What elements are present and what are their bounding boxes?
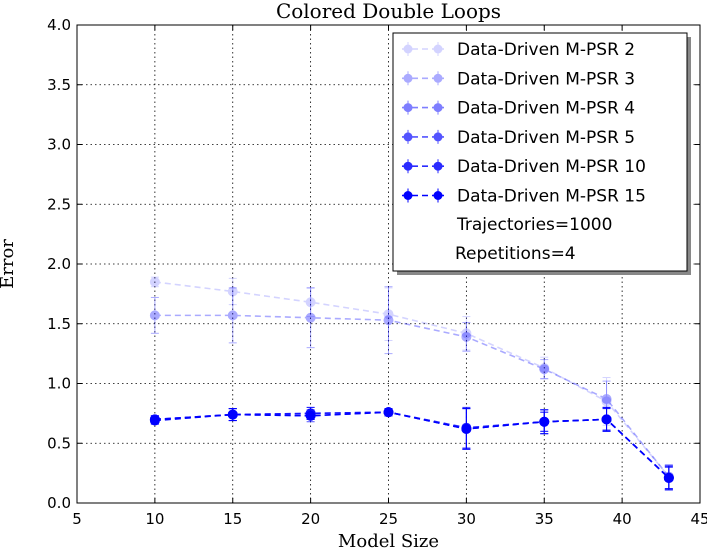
data-point (383, 315, 394, 326)
legend-label: Data-Driven M-PSR 15 (457, 187, 646, 207)
data-point (461, 331, 472, 342)
y-tick-label: 4.0 (47, 16, 71, 34)
x-tick-label: 45 (690, 510, 707, 528)
x-tick-label: 10 (145, 510, 164, 528)
y-tick-label: 3.5 (47, 76, 71, 94)
data-point (601, 396, 612, 407)
data-point (149, 310, 160, 321)
legend-label: Data-Driven M-PSR 10 (457, 157, 646, 177)
series-2 (149, 286, 674, 490)
y-tick-label: 2.5 (47, 195, 71, 213)
legend-marker (403, 191, 413, 200)
y-tick-label: 0.5 (47, 434, 71, 452)
data-point (227, 286, 238, 297)
series-layer (149, 276, 674, 491)
legend-marker (403, 73, 413, 83)
legend-annotation: Trajectories=1000 (456, 215, 612, 235)
legend-marker (403, 103, 413, 113)
legend-label: Data-Driven M-PSR 4 (457, 99, 635, 119)
legend-marker (433, 103, 443, 113)
chart-title: Colored Double Loops (276, 0, 501, 23)
legend-marker (433, 73, 443, 83)
legend-swatch (402, 42, 444, 56)
legend-label: Data-Driven M-PSR 2 (457, 40, 635, 60)
series-line (154, 411, 670, 479)
data-point (149, 276, 160, 287)
legend-label: Data-Driven M-PSR 3 (457, 69, 635, 89)
x-tick-label: 30 (457, 510, 476, 528)
x-tick-label: 20 (301, 510, 320, 528)
legend-swatch (402, 71, 444, 86)
data-point (305, 410, 316, 421)
y-tick-label: 2.0 (47, 255, 71, 273)
y-tick-label: 1.0 (47, 375, 71, 393)
data-point (539, 416, 550, 427)
legend-swatch (402, 100, 444, 115)
data-point (601, 394, 612, 405)
legend-swatch (402, 188, 444, 203)
data-point (227, 310, 238, 321)
data-point (149, 415, 160, 426)
series-line (154, 411, 670, 479)
x-tick-label: 15 (223, 510, 242, 528)
legend-marker (433, 191, 443, 200)
legend-marker (433, 44, 443, 54)
axis-ticks: 5 10 15 20 25 30 35 40 45 0.0 0.5 1.0 1.5 2.0 2.5 3.0 3.… (47, 16, 707, 528)
data-point (539, 364, 550, 375)
y-tick-label: 3.0 (47, 136, 71, 154)
x-tick-label: 40 (613, 510, 632, 528)
x-axis-label: Model Size (338, 531, 439, 548)
data-point (539, 362, 550, 373)
data-point (461, 423, 472, 434)
y-axis-label: Error (0, 239, 18, 289)
series-line (154, 314, 670, 478)
legend-marker (403, 132, 413, 142)
data-point (227, 409, 238, 420)
series-line (154, 411, 670, 479)
legend-box (392, 32, 688, 272)
data-point (663, 472, 674, 483)
legend-label: Data-Driven M-PSR 5 (457, 128, 635, 148)
series-1 (149, 276, 674, 490)
data-point (383, 309, 394, 320)
y-tick-label: 1.5 (47, 315, 71, 333)
x-tick-label: 35 (535, 510, 554, 528)
legend-marker (433, 161, 443, 171)
legend-annotation: Repetitions=4 (455, 244, 576, 264)
legend-marker (403, 44, 413, 54)
data-point (305, 312, 316, 323)
data-point (305, 297, 316, 308)
data-point (383, 407, 394, 418)
legend-swatch (402, 159, 444, 174)
series-line (154, 281, 670, 478)
legend-swatch (402, 129, 444, 144)
data-point (601, 414, 612, 425)
series-line (154, 411, 670, 479)
data-point (461, 328, 472, 339)
series-6 (149, 407, 674, 490)
x-tick-label: 25 (379, 510, 398, 528)
legend: Data-Driven M-PSR 2 Data-Driven M-PSR 3 Da… (392, 32, 691, 275)
legend-marker (403, 161, 413, 171)
x-tick-label: 5 (72, 510, 82, 528)
legend-marker (433, 132, 443, 142)
y-tick-label: 0.0 (47, 494, 71, 512)
